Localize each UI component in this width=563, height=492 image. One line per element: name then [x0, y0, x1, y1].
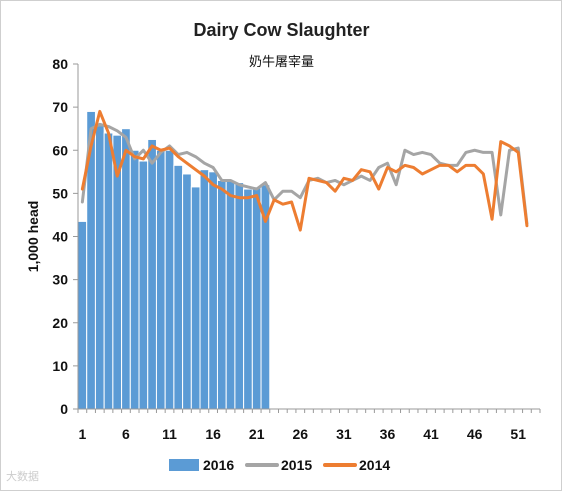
legend-label-2015: 2015	[281, 457, 312, 473]
bar-2016-20	[243, 188, 253, 410]
legend-label-2014: 2014	[359, 457, 390, 473]
y-tick-label: 20	[52, 315, 68, 331]
y-tick-label: 0	[60, 401, 68, 417]
x-tick-label: 36	[380, 426, 396, 442]
chart-subtitle: 奶牛屠宰量	[248, 55, 314, 70]
x-tick-label: 51	[510, 426, 526, 442]
x-tick-label: 21	[249, 426, 265, 442]
bar-2016-6	[121, 128, 131, 410]
x-tick-label: 31	[336, 426, 352, 442]
bar-2016-17	[216, 179, 227, 410]
bar-2016-8	[138, 160, 149, 410]
x-tick-label: 1	[78, 426, 86, 442]
bar-2016-15	[199, 169, 210, 410]
y-tick-label: 40	[52, 229, 68, 245]
bar-series-group	[77, 110, 271, 410]
bar-2016-11	[164, 149, 175, 410]
y-tick-label: 80	[52, 56, 68, 72]
legend-swatch-2016	[169, 459, 199, 471]
bar-2016-14	[190, 186, 201, 410]
y-tick-label: 50	[52, 185, 68, 201]
line-series-2014	[80, 109, 529, 232]
line-series-2015	[80, 122, 529, 226]
watermark: 大数据	[6, 470, 39, 483]
y-tick-label: 10	[52, 358, 68, 374]
bar-2016-9	[147, 138, 157, 410]
x-tick-label: 16	[205, 426, 221, 442]
bar-2016-13	[182, 173, 192, 410]
bar-2016-4	[103, 132, 114, 410]
x-tick-label: 6	[122, 426, 130, 442]
bar-2016-16	[208, 171, 218, 410]
y-tick-label: 30	[52, 272, 68, 288]
chart-title: Dairy Cow Slaughter	[193, 20, 370, 40]
x-tick-label: 41	[423, 426, 439, 442]
legend: 2016 2015 2014	[169, 457, 390, 473]
bar-2016-21	[251, 186, 262, 410]
y-tick-label: 60	[52, 142, 68, 158]
bar-2016-19	[234, 182, 245, 410]
x-tick-label: 11	[162, 426, 177, 442]
bar-2016-7	[129, 149, 140, 410]
x-tick-label: 46	[467, 426, 483, 442]
bar-2016-1	[77, 220, 88, 410]
line-series-group	[80, 109, 529, 232]
bar-2016-12	[173, 164, 184, 410]
x-tick-label: 26	[292, 426, 308, 442]
y-tick-label: 70	[52, 99, 68, 115]
bar-2016-10	[155, 149, 166, 410]
legend-label-2016: 2016	[203, 457, 234, 473]
y-axis-label: 1,000 head	[25, 201, 41, 273]
bar-2016-18	[225, 179, 236, 410]
bar-2016-3	[94, 123, 105, 410]
